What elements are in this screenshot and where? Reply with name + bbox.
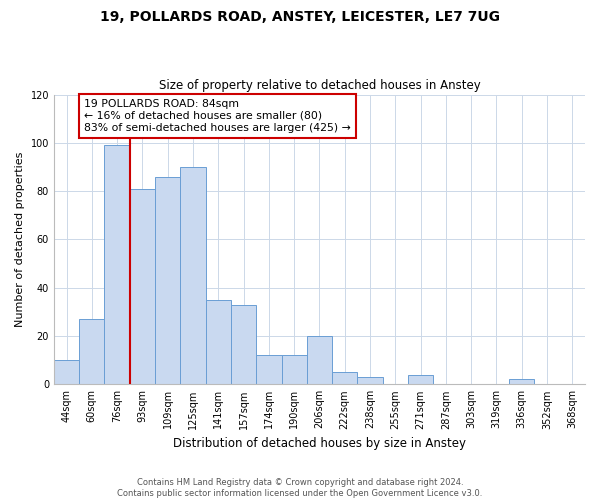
Bar <box>307 336 332 384</box>
Bar <box>358 377 383 384</box>
Bar <box>206 300 231 384</box>
Bar <box>509 380 535 384</box>
Bar <box>104 146 130 384</box>
Bar <box>256 356 281 384</box>
Bar <box>332 372 358 384</box>
Title: Size of property relative to detached houses in Anstey: Size of property relative to detached ho… <box>158 79 481 92</box>
Bar <box>408 374 433 384</box>
Bar <box>155 176 181 384</box>
Bar <box>79 319 104 384</box>
Bar <box>181 167 206 384</box>
Text: 19 POLLARDS ROAD: 84sqm
← 16% of detached houses are smaller (80)
83% of semi-de: 19 POLLARDS ROAD: 84sqm ← 16% of detache… <box>84 100 351 132</box>
Text: Contains HM Land Registry data © Crown copyright and database right 2024.
Contai: Contains HM Land Registry data © Crown c… <box>118 478 482 498</box>
Y-axis label: Number of detached properties: Number of detached properties <box>15 152 25 327</box>
Bar <box>130 188 155 384</box>
Bar <box>281 356 307 384</box>
Text: 19, POLLARDS ROAD, ANSTEY, LEICESTER, LE7 7UG: 19, POLLARDS ROAD, ANSTEY, LEICESTER, LE… <box>100 10 500 24</box>
Bar <box>231 304 256 384</box>
Bar <box>54 360 79 384</box>
X-axis label: Distribution of detached houses by size in Anstey: Distribution of detached houses by size … <box>173 437 466 450</box>
